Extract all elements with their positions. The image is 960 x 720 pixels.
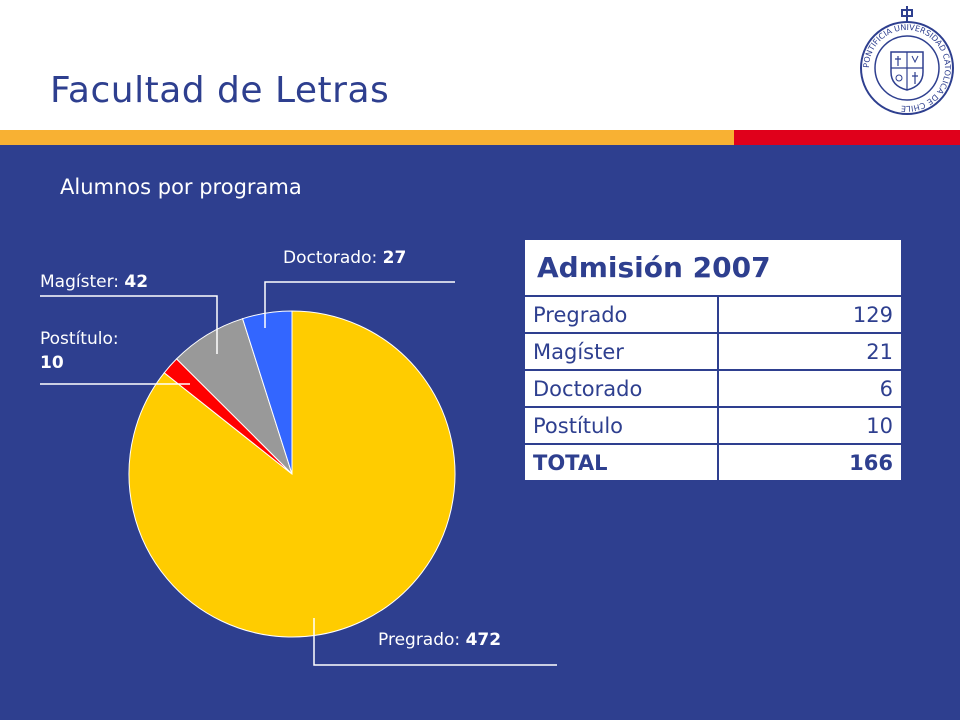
slice-label-value: 472	[465, 630, 502, 650]
table-row: Doctorado 6	[523, 369, 903, 408]
university-seal-logo: PONTIFICIA UNIVERSIDAD CATOLICA DE CHILE	[860, 6, 954, 115]
slice-label-pregrado: Pregrado: 472	[378, 628, 501, 652]
table-title: Admisión 2007	[523, 238, 903, 297]
slice-label-postitulo: Postítulo: 10	[40, 327, 119, 375]
slide-header	[0, 0, 960, 130]
leader-line-doctorado	[264, 281, 455, 328]
slice-label-name: Postítulo:	[40, 329, 119, 349]
slide-title: Facultad de Letras	[50, 70, 390, 111]
slice-label-name: Pregrado:	[378, 630, 461, 650]
slice-label-magister: Magíster: 42	[40, 270, 148, 294]
red-stripe	[734, 130, 960, 145]
row-value: 10	[717, 406, 903, 445]
total-label: TOTAL	[523, 443, 719, 482]
row-value: 129	[717, 295, 903, 334]
slice-label-value: 27	[382, 248, 407, 268]
row-value: 21	[717, 332, 903, 371]
table-row: Pregrado 129	[523, 295, 903, 334]
leader-line-magister	[40, 295, 218, 354]
table-row: Postítulo 10	[523, 406, 903, 445]
table-row: Magíster 21	[523, 332, 903, 371]
row-label: Doctorado	[523, 369, 719, 408]
table-total-row: TOTAL 166	[523, 443, 903, 482]
admission-table: Admisión 2007 Pregrado 129 Magíster 21 D…	[523, 238, 903, 482]
slice-label-name: Magíster:	[40, 272, 119, 292]
slice-label-doctorado: Doctorado: 27	[283, 246, 406, 270]
yellow-stripe	[0, 130, 734, 145]
total-value: 166	[717, 443, 903, 482]
row-label: Postítulo	[523, 406, 719, 445]
chart-subtitle: Alumnos por programa	[60, 175, 302, 199]
slice-label-value: 10	[40, 353, 64, 373]
leader-line-pregrado	[313, 618, 557, 666]
row-label: Pregrado	[523, 295, 719, 334]
slice-label-value: 42	[124, 272, 149, 292]
row-label: Magíster	[523, 332, 719, 371]
row-value: 6	[717, 369, 903, 408]
slice-label-name: Doctorado:	[283, 248, 378, 268]
pie-slice-doctorado	[241, 310, 293, 475]
table-header-row: Admisión 2007	[523, 238, 903, 297]
